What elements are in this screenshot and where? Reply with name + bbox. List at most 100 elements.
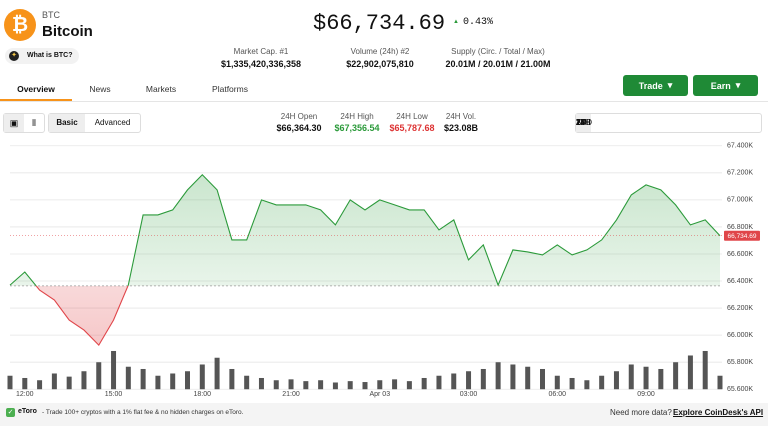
stat-label: Market Cap. #1 [233, 47, 289, 56]
y-tick-label: 65.800K [727, 359, 753, 366]
volume-bar [170, 373, 176, 390]
range-button[interactable]: 1Y [576, 118, 586, 127]
divider [0, 101, 768, 102]
volume-bar [702, 350, 708, 390]
volume-bar [673, 362, 679, 390]
change-arrow: ▲ [453, 19, 459, 25]
trade-button[interactable]: Trade ▾ [623, 75, 688, 96]
range-button[interactable]: 1M [576, 118, 588, 127]
y-tick-label: 66.600K [727, 251, 753, 258]
y-tick-label: 67.000K [727, 197, 753, 204]
symbol: BTC [42, 10, 60, 20]
price: $66,734.69 [313, 11, 446, 36]
about-link[interactable]: What is BTC? [5, 48, 79, 64]
footer-link[interactable]: Explore CoinDesk's API [673, 408, 764, 417]
stat24-label: 24H Vol. [445, 112, 477, 121]
area-down [36, 285, 128, 346]
chart-type-toggle[interactable]: ▣ ⫴ [3, 113, 45, 133]
tab[interactable]: Overview [17, 84, 55, 94]
volume-bars [7, 350, 723, 390]
volume-bar [199, 364, 205, 390]
last-price-label: 66,734.69 [728, 233, 757, 240]
range-button[interactable]: All [576, 118, 585, 127]
volume-bar [643, 366, 649, 390]
range-button[interactable]: 7D [576, 118, 587, 127]
volume-bar [628, 364, 634, 390]
y-tick-label: 66.000K [727, 332, 753, 339]
area-up [10, 174, 720, 286]
volume-bar [569, 377, 575, 390]
footer-question: Need more data? [610, 408, 672, 417]
x-tick-label: 15:00 [105, 391, 123, 398]
volume-bar [584, 380, 590, 390]
volume-bar [406, 381, 412, 390]
volume-bar [451, 373, 457, 390]
volume-bar [111, 350, 117, 390]
volume-bar [81, 371, 87, 390]
x-tick-label: Apr 03 [369, 391, 390, 398]
volume-bar [303, 381, 309, 390]
volume-bar [229, 368, 235, 390]
volume-bar [480, 368, 486, 390]
earn-button[interactable]: Earn ▾ [693, 75, 758, 96]
volume-bar [613, 371, 619, 390]
range-button[interactable]: 24H [576, 114, 591, 132]
tab[interactable]: Platforms [212, 84, 248, 94]
volume-bar [51, 373, 57, 390]
ad-icon: ✓ [6, 408, 15, 417]
volume-bar [540, 368, 545, 390]
stat24-label: 24H High [340, 112, 374, 121]
range-selector: 1H24H7D1MYTD1YAll [575, 113, 762, 133]
mode-button[interactable]: Advanced [94, 118, 131, 127]
volume-bar [554, 375, 560, 390]
volume-bar [392, 379, 398, 390]
volume-bar [318, 380, 324, 390]
footer [0, 403, 768, 426]
volume-bar [436, 375, 442, 390]
button-label: Earn [710, 80, 731, 91]
volume-bar [214, 357, 220, 390]
y-tick-label: 66.400K [727, 278, 753, 285]
about-icon: ✦ [9, 51, 19, 61]
y-tick-label: 65.600K [727, 386, 753, 393]
volume-bar [7, 375, 13, 390]
volume-bar [66, 376, 72, 390]
volume-bar [658, 368, 664, 390]
volume-bar [495, 362, 501, 390]
volume-bar [96, 362, 102, 390]
stat-value: $1,335,420,336,358 [220, 59, 302, 69]
y-tick-label: 67.200K [727, 170, 753, 177]
volume-bar [599, 375, 605, 390]
volume-bar [347, 381, 353, 390]
mode-button[interactable]: Basic [49, 114, 85, 132]
ad-brand[interactable]: eToro [18, 408, 37, 415]
volume-bar [22, 377, 28, 390]
stat-label: Volume (24h) #2 [350, 47, 410, 56]
tab[interactable]: Markets [145, 84, 177, 94]
volume-bar [510, 364, 516, 390]
x-tick-label: 06:00 [549, 391, 567, 398]
x-tick-label: 09:00 [637, 391, 655, 398]
last-price-tag [724, 230, 760, 241]
coin-name: Bitcoin [42, 23, 93, 40]
volume-bar [288, 379, 294, 390]
volume-bar [140, 368, 146, 390]
button-label: Trade [638, 80, 663, 91]
volume-bar [362, 382, 368, 390]
y-tick-label: 67.400K [727, 143, 753, 150]
volume-bar [125, 366, 131, 390]
stat-label: Supply (Circ. / Total / Max) [451, 47, 545, 56]
volume-bar [244, 375, 250, 390]
tab[interactable]: News [89, 84, 111, 94]
volume-bar [155, 375, 161, 390]
volume-bar [466, 371, 472, 390]
stat24-value: $66,364.30 [276, 123, 322, 133]
price-line-up [9, 174, 721, 286]
range-button[interactable]: YTD [576, 118, 592, 127]
stat24-value: $67,356.54 [334, 123, 380, 133]
volume-bar [273, 380, 279, 390]
stat-value: $22,902,075,810 [346, 59, 414, 69]
tab-underline [0, 99, 72, 101]
